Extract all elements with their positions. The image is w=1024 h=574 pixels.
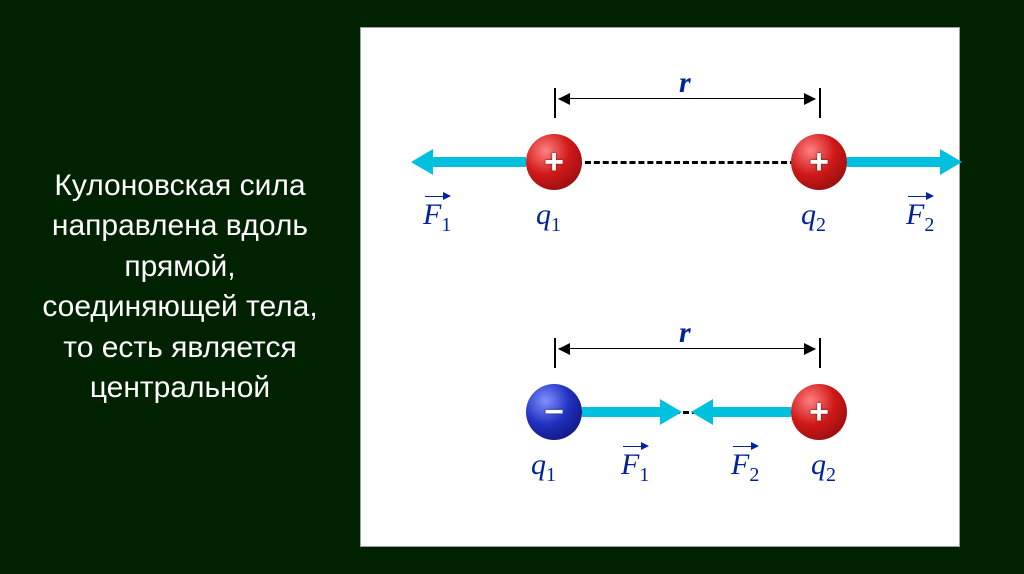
charge-q1-negative: − <box>526 384 582 440</box>
charge-q2-positive: + <box>791 384 847 440</box>
charge-sign: + <box>809 143 829 182</box>
dim-tick-right <box>819 88 821 118</box>
distance-label: r <box>679 316 691 350</box>
dim-tick-left <box>554 88 556 118</box>
scenario-repulsion: r + + F1 q1 q2 F2 <box>361 88 959 288</box>
charge-sign: + <box>809 393 829 432</box>
axis-dash <box>576 161 796 164</box>
label-f2: F2 <box>906 198 934 237</box>
coulomb-diagram: r + + F1 q1 q2 F2 <box>360 27 960 547</box>
label-f2: F2 <box>731 448 759 487</box>
force-arrow-f2 <box>847 153 962 171</box>
label-f1: F1 <box>423 198 451 237</box>
charge-q1-positive: + <box>526 134 582 190</box>
force-arrow-f2 <box>691 403 791 421</box>
explanation-text: Кулоновская сила направлена вдоль прямой… <box>0 146 360 429</box>
force-arrow-f1 <box>582 403 682 421</box>
distance-label: r <box>679 66 691 100</box>
label-f1: F1 <box>621 448 649 487</box>
label-q1: q1 <box>536 198 561 237</box>
label-q2: q2 <box>811 448 836 487</box>
charge-sign: − <box>544 393 564 432</box>
scenario-attraction: r − + q1 F1 F2 q2 <box>361 338 959 538</box>
label-q2: q2 <box>801 198 826 237</box>
charge-sign: + <box>544 143 564 182</box>
dim-tick-left <box>554 338 556 368</box>
label-q1: q1 <box>531 448 556 487</box>
force-arrow-f1 <box>411 153 526 171</box>
dim-tick-right <box>819 338 821 368</box>
charge-q2-positive: + <box>791 134 847 190</box>
